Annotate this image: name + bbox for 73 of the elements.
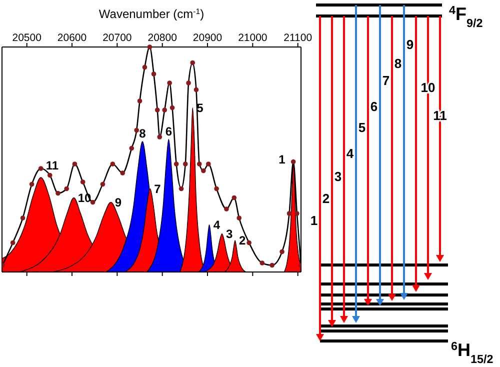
point <box>232 195 237 200</box>
point <box>47 172 52 178</box>
text: $^{6}$H$_{15/2}$ <box>451 340 494 366</box>
point <box>64 186 69 192</box>
point <box>10 240 16 246</box>
point <box>120 170 125 176</box>
text: 6 <box>370 99 378 114</box>
point <box>80 180 86 184</box>
point <box>20 216 26 220</box>
point <box>224 206 229 212</box>
point <box>260 260 265 266</box>
x-tick-label: 21000 <box>238 32 268 44</box>
x-axis-title: Wavenumber (cm$^{-1}$) <box>98 6 204 21</box>
x-tick-label: 20900 <box>192 32 222 44</box>
point <box>182 162 188 166</box>
point <box>170 105 175 110</box>
series-label: 7 <box>154 182 162 196</box>
point <box>162 108 167 112</box>
series-label: 5 <box>196 100 204 115</box>
point <box>167 80 172 86</box>
series-label: 2 <box>239 234 246 248</box>
x-tick-label: 20700 <box>102 32 132 44</box>
point <box>154 108 160 112</box>
point <box>280 249 284 254</box>
point <box>157 134 162 140</box>
x-tick-label: 20800 <box>148 32 178 44</box>
text: 7 <box>382 73 390 88</box>
point <box>294 211 300 216</box>
point <box>142 64 148 70</box>
point <box>151 72 156 76</box>
series-label: 11 <box>46 158 59 172</box>
text: 4 <box>346 146 354 161</box>
point <box>190 60 195 66</box>
x-tick-label: 20600 <box>57 32 87 44</box>
point <box>186 80 191 86</box>
text: 3 <box>334 169 342 184</box>
point <box>206 162 211 166</box>
point <box>38 166 44 171</box>
point <box>137 98 142 104</box>
text: $^{4}$F$_{9/2}$ <box>449 4 484 30</box>
point <box>236 216 242 220</box>
point <box>129 146 134 151</box>
series-label: 8 <box>139 126 146 140</box>
point <box>134 128 139 133</box>
text: 5 <box>358 120 366 135</box>
text: 1 <box>310 213 318 228</box>
point <box>270 262 274 268</box>
series-label: 3 <box>226 226 233 241</box>
point <box>201 168 206 174</box>
text: 8 <box>394 56 402 71</box>
point <box>147 44 152 50</box>
x-tick-label: 21100 <box>284 32 312 44</box>
text: 2 <box>322 191 330 206</box>
point <box>110 162 116 166</box>
point <box>100 182 106 187</box>
series-label: 9 <box>114 195 122 210</box>
series-label: 1 <box>278 152 286 166</box>
point <box>56 190 60 196</box>
point <box>29 182 34 187</box>
series-label: 6 <box>165 124 172 138</box>
point <box>194 87 199 92</box>
point <box>196 162 202 166</box>
point <box>90 200 96 205</box>
text: 9 <box>406 37 414 52</box>
series-label: 4 <box>213 218 220 232</box>
point <box>72 162 78 166</box>
x-tick-label: 20500 <box>12 32 42 44</box>
point <box>246 240 252 246</box>
point <box>214 186 219 192</box>
point <box>178 186 184 192</box>
point <box>286 211 292 216</box>
point <box>174 162 179 166</box>
point <box>290 159 296 164</box>
